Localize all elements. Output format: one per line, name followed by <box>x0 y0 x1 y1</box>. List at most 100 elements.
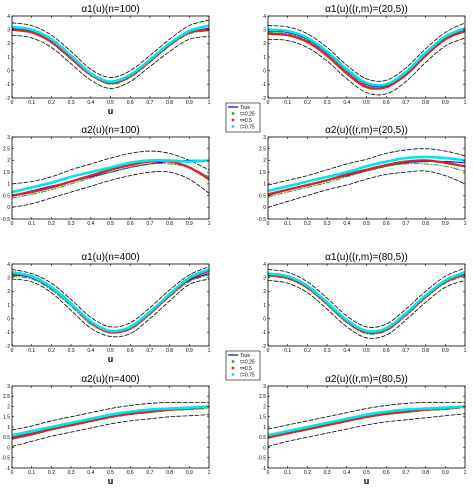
x-tick-label: 0.5 <box>363 348 370 354</box>
legend-swatch <box>231 118 235 122</box>
series-group <box>12 401 209 447</box>
series-tau-025-line <box>12 408 209 440</box>
series-group <box>268 22 465 96</box>
x-tick-label: 0.7 <box>402 100 409 106</box>
series-tau-075-line <box>12 268 209 333</box>
y-tick-label: 1.5 <box>259 170 266 176</box>
x-tick-label: 0.4 <box>87 470 94 476</box>
x-tick-label: 0.5 <box>107 348 114 354</box>
y-tick-label: 2 <box>7 158 10 164</box>
chart-panel: α1(u)((r,m)=(80,5)) 0 0.1 0.2 0.3 0.4 0.5 0.6 0.… <box>262 252 467 354</box>
series-tau-025-line <box>268 275 465 335</box>
y-tick-label: -2 <box>6 96 11 102</box>
x-tick-label: 0.1 <box>284 221 291 227</box>
x-axis-label: u <box>364 476 370 486</box>
x-tick-label: 0.2 <box>304 470 311 476</box>
series-tau-075-line <box>12 405 209 437</box>
x-tick-label: 0 <box>11 348 14 354</box>
upper-band-line <box>12 19 209 78</box>
y-tick-label: 2 <box>7 41 10 47</box>
chart-panel: α1(u)((r,m)=(20,5)) 0 0.1 0.2 0.3 0.4 0.5 0.6 0.… <box>262 4 467 106</box>
y-tick-label: 2.5 <box>259 394 266 400</box>
chart-panel: α2(u)((r,m)=(20,5)) 0 0.1 0.2 0.3 0.4 0.5 0.6 0.… <box>257 125 466 227</box>
series-tau-075-line <box>12 24 209 83</box>
x-tick-label: 0.9 <box>442 100 449 106</box>
y-tick-label: 3 <box>263 275 266 281</box>
x-tick-label: 0.6 <box>383 470 390 476</box>
lower-band-line <box>268 280 465 339</box>
y-tick-label: -1 <box>262 330 267 336</box>
x-tick-label: 1 <box>464 221 467 227</box>
series-tau-025-line <box>12 163 209 199</box>
series-tau-05-line <box>12 405 209 440</box>
x-axis-label: u <box>108 354 114 364</box>
lower-band-line <box>268 37 465 96</box>
x-tick-label: 0 <box>267 221 270 227</box>
x-tick-label: 0.8 <box>422 100 429 106</box>
x-tick-label: 0.3 <box>324 221 331 227</box>
y-tick-label: 3 <box>7 27 10 33</box>
x-tick-label: 0.3 <box>324 470 331 476</box>
x-tick-label: 0.6 <box>383 221 390 227</box>
y-tick-label: -1 <box>262 466 267 472</box>
x-axis-label: u <box>108 106 114 116</box>
x-tick-label: 0.1 <box>28 100 35 106</box>
lower-band-line <box>12 34 209 89</box>
y-tick-label: 3 <box>263 27 266 33</box>
axes-frame <box>11 385 210 469</box>
y-tick-label: -1 <box>262 82 267 88</box>
x-tick-label: 0.6 <box>127 470 134 476</box>
x-tick-label: 0.2 <box>304 348 311 354</box>
series-group <box>12 150 209 208</box>
legend-swatch <box>231 112 235 115</box>
y-tick-label: 2 <box>263 158 266 164</box>
x-tick-label: 0.7 <box>402 348 409 354</box>
y-tick-label: 2 <box>7 404 10 410</box>
x-tick-label: 0.6 <box>127 348 134 354</box>
series-group <box>268 148 465 208</box>
upper-band-line <box>12 150 209 185</box>
chart-title: α1(u)(n=400) <box>81 252 139 263</box>
legend-label: True <box>240 105 250 111</box>
x-tick-label: 1 <box>208 100 211 106</box>
legend-swatch <box>231 360 235 363</box>
y-tick-label: 1 <box>7 182 10 188</box>
lower-band-line <box>268 170 465 208</box>
y-tick-label: 0.5 <box>259 435 266 441</box>
x-tick-label: 0.3 <box>68 100 75 106</box>
chart-panel: α1(u)(n=400) 0 0.1 0.2 0.3 0.4 0.5 0.6 0.7 0.8 0.9… <box>6 252 211 364</box>
y-tick-label: 1 <box>7 303 10 309</box>
figure-grid: α1(u)(n=100) 0 0.1 0.2 0.3 0.4 0.5 0.6 0.7 0.8 0.9… <box>1 4 467 486</box>
x-tick-label: 0.8 <box>166 348 173 354</box>
y-tick-label: 1 <box>263 303 266 309</box>
x-tick-label: 0.9 <box>442 221 449 227</box>
x-tick-label: 0.9 <box>442 470 449 476</box>
x-axis-label: u <box>108 476 114 486</box>
series-true-line <box>268 405 465 438</box>
x-tick-label: 0 <box>267 348 270 354</box>
x-tick-label: 0.1 <box>28 470 35 476</box>
series-group <box>12 266 209 338</box>
x-tick-label: 0.8 <box>422 470 429 476</box>
lower-band-line <box>12 278 209 338</box>
upper-band-line <box>268 148 465 186</box>
lower-band-line <box>268 413 465 447</box>
x-tick-label: 0.5 <box>363 470 370 476</box>
x-tick-label: 0.1 <box>28 221 35 227</box>
series-group <box>268 401 465 447</box>
y-tick-label: 3 <box>263 135 266 141</box>
y-tick-label: 4 <box>7 262 10 268</box>
y-tick-label: 2 <box>263 289 266 295</box>
y-tick-label: 3 <box>7 384 10 390</box>
y-tick-label: 2.5 <box>3 394 10 400</box>
x-tick-label: 0.2 <box>48 470 55 476</box>
y-tick-label: 3 <box>7 275 10 281</box>
legend-label: τ=0.25 <box>240 359 255 365</box>
x-tick-label: 0.2 <box>48 100 55 106</box>
x-tick-label: 0.1 <box>284 348 291 354</box>
y-tick-label: 0 <box>7 68 10 74</box>
y-tick-label: 1.5 <box>3 170 10 176</box>
y-tick-label: -2 <box>262 344 267 350</box>
y-tick-label: -0.5 <box>257 217 266 223</box>
